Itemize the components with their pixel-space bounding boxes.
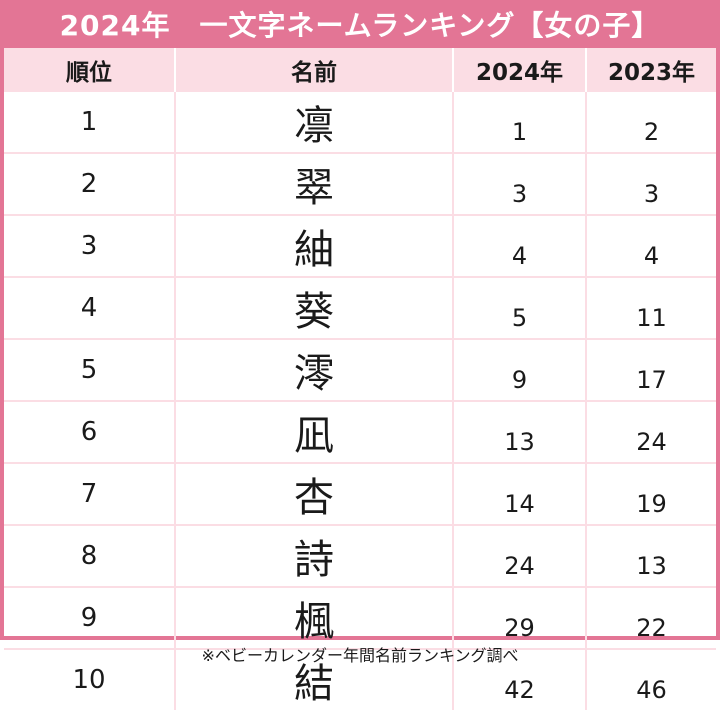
rank-2023-cell: 19 — [586, 463, 716, 526]
table-row: 8 詩 24 13 — [4, 525, 716, 588]
rank-2023-cell: 2 — [586, 92, 716, 154]
rank-2023-cell: 22 — [586, 587, 716, 650]
table-row: 5 澪 9 17 — [4, 339, 716, 402]
rank-cell: 1 — [4, 92, 176, 154]
name-cell: 杏 — [175, 463, 454, 526]
source-footnote: ※ベビーカレンダー年間名前ランキング調べ — [201, 646, 519, 665]
rank-cell: 5 — [4, 339, 176, 402]
rank-2023-cell: 13 — [586, 525, 716, 588]
rank-cell: 6 — [4, 401, 176, 464]
rank-2023-cell: 17 — [586, 339, 716, 402]
name-cell: 詩 — [175, 525, 454, 588]
rank-cell: 9 — [4, 587, 176, 650]
table-row: 7 杏 14 19 — [4, 463, 716, 526]
rank-cell: 7 — [4, 463, 176, 526]
rank-2024-cell: 13 — [453, 401, 587, 464]
name-cell: 凛 — [175, 92, 454, 154]
header-name: 名前 — [175, 48, 454, 92]
rank-cell: 4 — [4, 277, 176, 340]
header-row: 順位 名前 2024年 2023年 — [4, 48, 716, 92]
rank-cell: 2 — [4, 153, 176, 216]
rank-2023-cell: 3 — [586, 153, 716, 216]
name-cell: 紬 — [175, 215, 454, 278]
rank-2024-cell: 29 — [453, 587, 587, 650]
rank-cell: 8 — [4, 525, 176, 588]
header-rank: 順位 — [4, 48, 176, 92]
rank-2024-cell: 24 — [453, 525, 587, 588]
rank-2024-cell: 9 — [453, 339, 587, 402]
name-cell: 葵 — [175, 277, 454, 340]
table-title: 2024年 一文字ネームランキング【女の子】 — [0, 0, 720, 48]
rank-cell: 3 — [4, 215, 176, 278]
rank-2024-cell: 1 — [453, 92, 587, 154]
rank-2024-cell: 5 — [453, 277, 587, 340]
header-2024: 2024年 — [453, 48, 587, 92]
table-row: 6 凪 13 24 — [4, 401, 716, 464]
rank-2023-cell: 11 — [586, 277, 716, 340]
table-row: 9 楓 29 22 — [4, 587, 716, 650]
rank-2023-cell: 4 — [586, 215, 716, 278]
table-row: 4 葵 5 11 — [4, 277, 716, 340]
rank-2023-cell: 24 — [586, 401, 716, 464]
ranking-table: 順位 名前 2024年 2023年 1 凛 1 2 2 翠 3 3 3 紬 4 4 4 葵 5 11 5 澪 9 17… — [4, 48, 716, 710]
name-cell: 翠 — [175, 153, 454, 216]
name-cell: 楓 — [175, 587, 454, 650]
rank-2024-cell: 3 — [453, 153, 587, 216]
rank-2024-cell: 4 — [453, 215, 587, 278]
rank-2024-cell: 14 — [453, 463, 587, 526]
name-cell: 凪 — [175, 401, 454, 464]
name-cell: 澪 — [175, 339, 454, 402]
header-2023: 2023年 — [586, 48, 716, 92]
